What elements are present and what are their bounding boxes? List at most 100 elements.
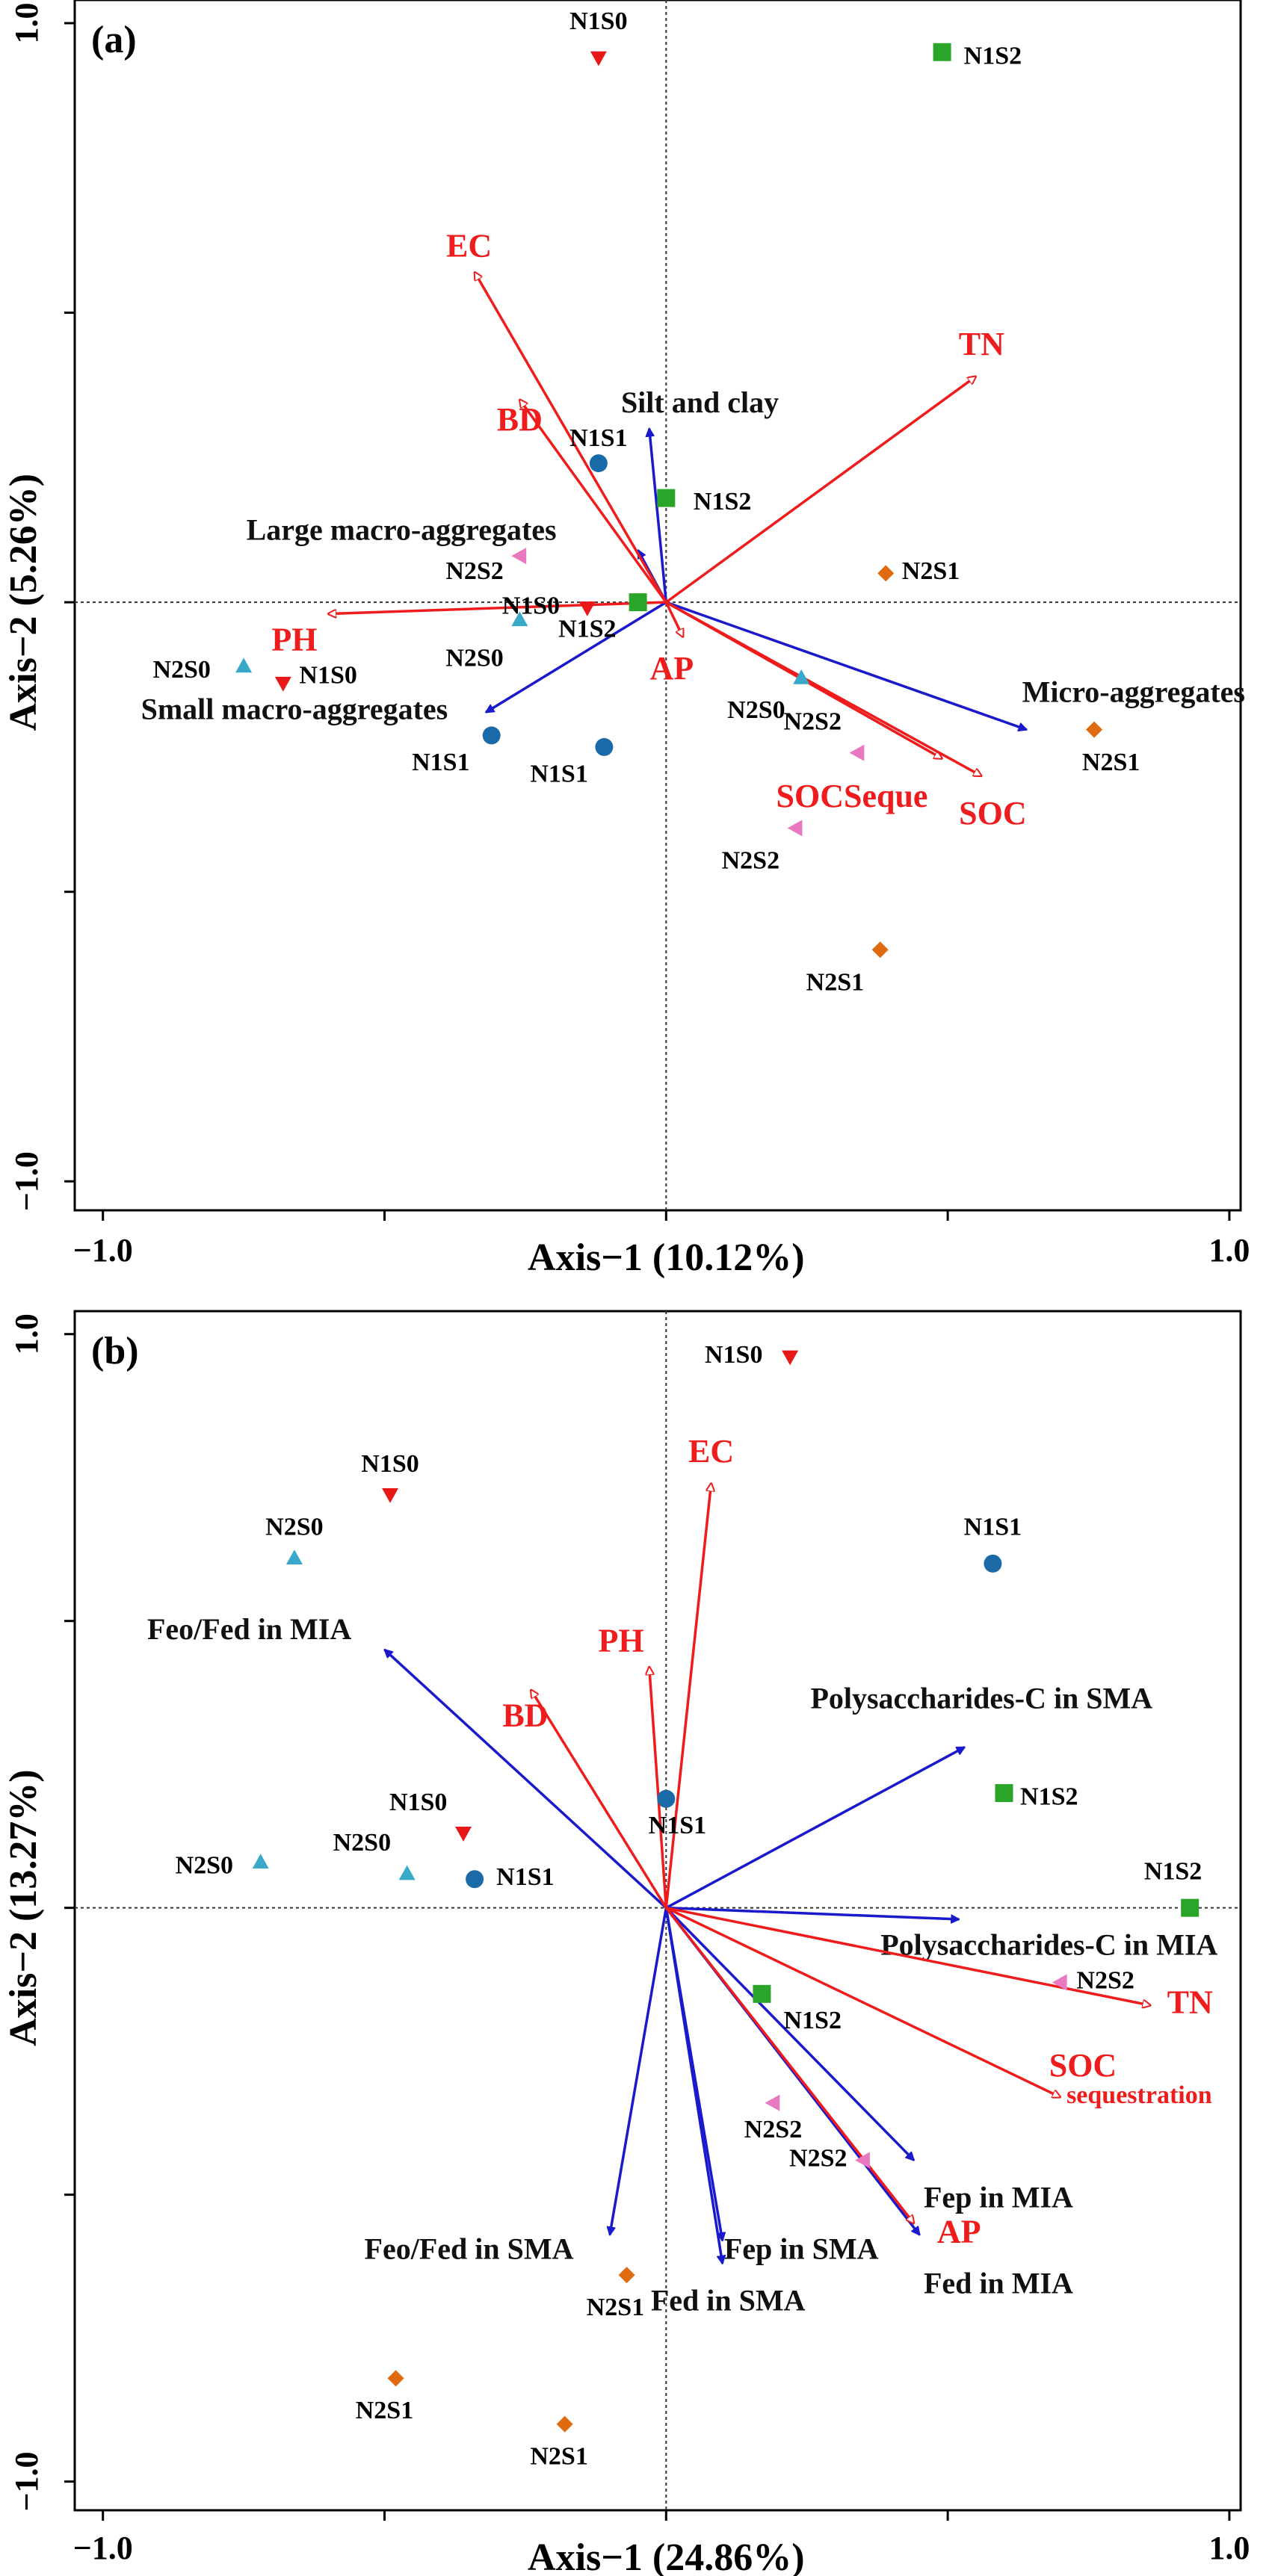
point-label-n2s0: N2S0 <box>445 644 503 672</box>
variable-arrow-feo-fed-in-sma <box>610 1907 668 2235</box>
point-label-n1s0: N1S0 <box>299 662 356 690</box>
point-label-n1s1: N1S1 <box>649 1812 706 1839</box>
point-label-n2s2: N2S2 <box>744 2116 802 2143</box>
variable-arrow-label-silt-and-clay: Silt and clay <box>621 386 779 419</box>
variable-arrow-label-polysaccharides-c-in-mia: Polysaccharides-C in MIA <box>880 1928 1217 1962</box>
y-tick-label: 1.0 <box>8 3 45 44</box>
variable-arrow-silt-and-clay <box>649 429 668 603</box>
env-arrow-label-tn: TN <box>1167 1984 1213 2020</box>
panel-b: −1.0 1.0 1.0 −1.0 Axis−1 (24.86%) Axis−2 (13.… <box>2 1310 1250 2576</box>
plot-frame <box>73 1310 1242 2512</box>
x-axis-title: Axis−1 (24.86%) <box>528 2536 805 2576</box>
point-label-n1s2: N1S2 <box>1144 1857 1202 1885</box>
x-tick-label: −1.0 <box>73 1232 133 1269</box>
point-label-n1s2: N1S2 <box>694 488 751 515</box>
point-n2s0 <box>511 611 528 627</box>
point-n2s0 <box>235 657 253 673</box>
point-n2s1 <box>387 2370 404 2387</box>
env-arrow-label-ec: EC <box>446 227 492 264</box>
point-label-n2s0: N2S0 <box>176 1852 233 1880</box>
point-label-n1s1: N1S1 <box>530 760 587 787</box>
env-arrow-label-socseque: SOCSeque <box>777 778 928 814</box>
point-n1s2 <box>933 43 951 61</box>
env-arrow-label-ec: EC <box>688 1433 734 1470</box>
point-label-n2s2: N2S2 <box>789 2144 847 2172</box>
variable-arrow-label-feo-fed-in-sma: Feo/Fed in SMA <box>365 2232 574 2266</box>
point-n1s1 <box>589 454 608 473</box>
x-tick-label: 1.0 <box>1208 2530 1250 2566</box>
env-arrow-soc <box>665 601 981 776</box>
point-n1s0 <box>782 1350 799 1366</box>
env-arrow-ap <box>664 601 683 637</box>
env-arrow-ap <box>664 1907 914 2223</box>
point-n1s2 <box>753 1984 771 2003</box>
env-arrow-label-ph: PH <box>598 1623 643 1659</box>
variable-arrow-polysaccharides-c-in-mia <box>666 1906 959 1919</box>
point-n2s1 <box>1086 721 1103 738</box>
variable-arrow-label-polysaccharides-c-in-sma: Polysaccharides-C in SMA <box>810 1681 1152 1715</box>
point-label-n1s1: N1S1 <box>569 424 627 452</box>
point-label-n2s2: N2S2 <box>1076 1966 1134 1994</box>
point-label-n2s1: N2S1 <box>1082 749 1140 776</box>
point-n1s2 <box>629 593 647 612</box>
y-tick-label: −1.0 <box>8 2452 45 2512</box>
env-arrow-tn <box>665 1906 1150 2006</box>
plot-frame <box>73 0 1242 1212</box>
point-n2s2 <box>1052 1974 1067 1991</box>
point-label-n2s1: N2S1 <box>806 969 864 997</box>
point-n2s0 <box>252 1854 269 1869</box>
point-label-n1s0: N1S0 <box>389 1789 447 1816</box>
point-label-n1s2: N1S2 <box>1020 1783 1078 1811</box>
point-label-n1s0: N1S0 <box>705 1341 762 1369</box>
point-label-n1s1: N1S1 <box>412 749 469 776</box>
env-arrow-label-soc: SOC <box>1049 2047 1117 2084</box>
point-n2s1 <box>618 2267 635 2284</box>
variable-arrow-polysaccharides-c-in-sma <box>665 1746 964 1910</box>
point-n1s0 <box>382 1487 399 1503</box>
point-n2s2 <box>787 820 803 837</box>
y-tick-label: −1.0 <box>8 1151 45 1211</box>
variable-arrow-label-feo-fed-in-mia: Feo/Fed in MIA <box>147 1612 351 1646</box>
point-n2s0 <box>285 1549 303 1565</box>
variable-arrow-micro-aggregates <box>665 601 1026 730</box>
variable-arrow-label-fep-in-mia: Fep in MIA <box>924 2180 1073 2214</box>
env-arrow-label-soc: SOC <box>959 795 1026 832</box>
variable-arrow-label-fep-in-sma: Fep in SMA <box>724 2232 879 2266</box>
variable-arrow-feo-fed-in-mia <box>384 1650 667 1909</box>
point-label-n1s2: N1S2 <box>964 42 1022 69</box>
point-n2s1 <box>871 941 889 959</box>
point-n2s1 <box>877 565 895 582</box>
point-n1s0 <box>274 676 291 692</box>
point-label-n2s1: N2S1 <box>902 557 960 585</box>
variable-arrow-fep-in-mia <box>665 1907 914 2161</box>
point-n1s0 <box>590 51 607 66</box>
y-axis-title: Axis−2 (13.27%) <box>2 1769 45 2046</box>
point-label-n2s2: N2S2 <box>784 708 842 736</box>
point-label-n1s0: N1S0 <box>569 7 627 35</box>
point-label-n2s0: N2S0 <box>152 656 210 684</box>
env-arrow-label-bd: BD <box>502 1697 548 1733</box>
point-label-n2s0: N2S0 <box>333 1829 391 1857</box>
variable-arrow-fed-in-sma <box>664 1907 722 2264</box>
env-arrow-label-tn: TN <box>959 326 1004 362</box>
point-label-n2s1: N2S1 <box>530 2443 587 2471</box>
env-arrow-label-sequestration: sequestration <box>1066 2081 1212 2109</box>
point-n1s2 <box>657 489 676 507</box>
point-label-n2s2: N2S2 <box>722 847 779 875</box>
point-label-n2s0: N2S0 <box>265 1514 323 1541</box>
point-n2s2 <box>849 744 865 761</box>
point-label-n1s1: N1S1 <box>496 1863 554 1891</box>
y-axis-title: Axis−2 (5.26%) <box>2 474 45 731</box>
env-arrow-label-ap: AP <box>937 2213 981 2250</box>
panel-a: −1.0 1.0 1.0 −1.0 Axis−1 (10.12%) Axis−2 (5.2… <box>2 0 1250 1279</box>
env-arrow-bd <box>519 400 667 604</box>
point-n1s1 <box>595 737 614 756</box>
variable-arrow-label-large-macro-aggregates: Large macro-aggregates <box>247 513 557 546</box>
env-arrow-soc <box>665 1907 1061 2097</box>
point-label-n1s0: N1S0 <box>361 1450 419 1478</box>
variable-arrow-small-macro-aggregates <box>486 601 667 713</box>
point-n2s2 <box>765 2094 780 2111</box>
point-n1s0 <box>578 601 596 616</box>
point-n1s1 <box>657 1789 676 1808</box>
